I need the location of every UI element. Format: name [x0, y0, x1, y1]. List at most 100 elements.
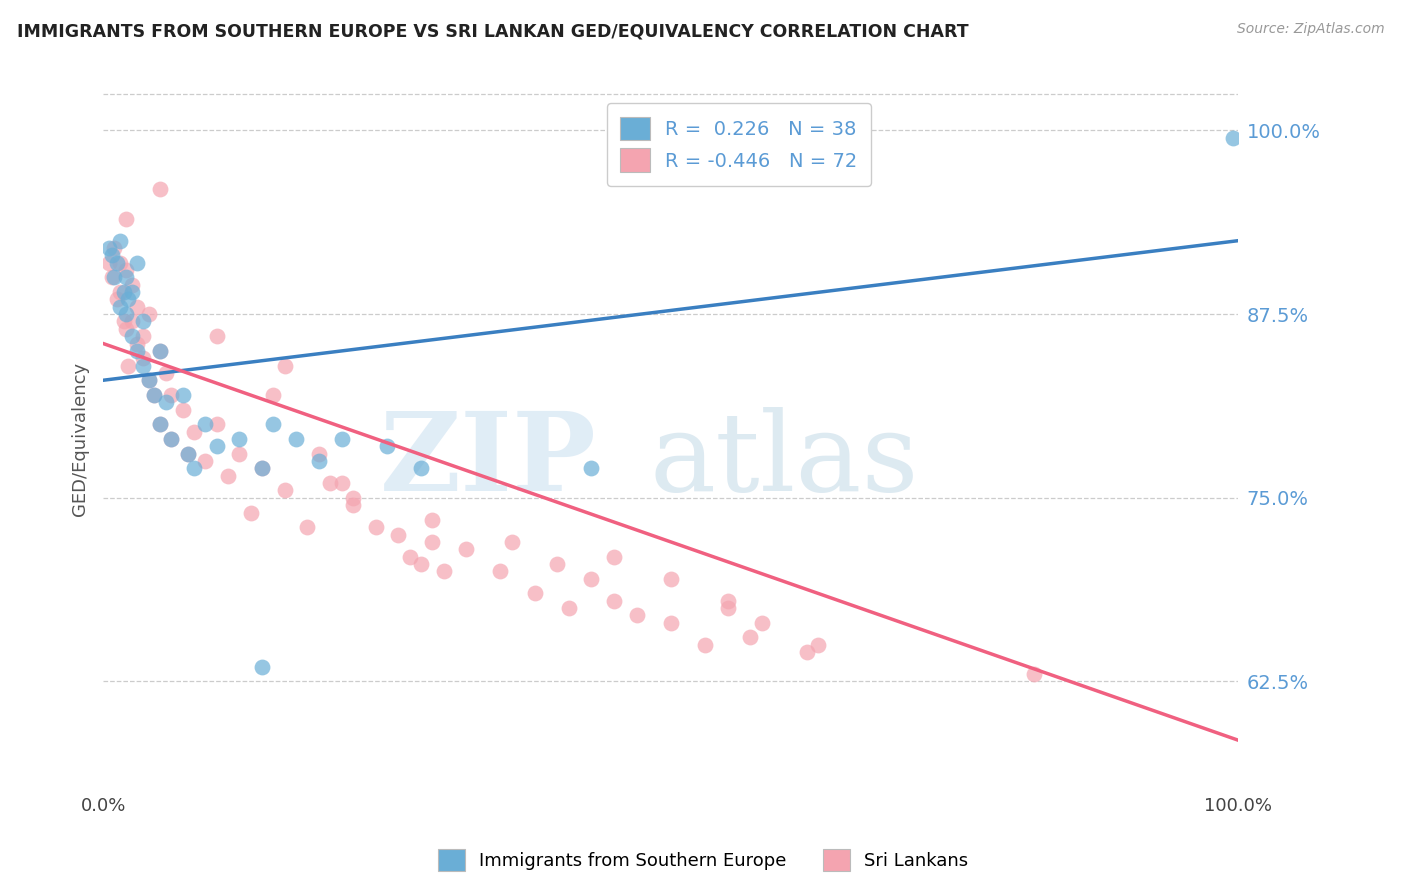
Point [581, 461, 603, 475]
Point [97, 241, 120, 255]
Point [108, 300, 131, 314]
Point [250, 461, 273, 475]
Point [121, 314, 143, 328]
Point [409, 557, 432, 571]
Point [250, 461, 273, 475]
Point [740, 631, 762, 645]
Point [172, 388, 194, 402]
Point [127, 343, 149, 358]
Point [105, 256, 128, 270]
Point [274, 483, 297, 498]
Point [114, 263, 136, 277]
Point [250, 660, 273, 674]
Point [138, 307, 160, 321]
Point [239, 506, 262, 520]
Point [297, 520, 319, 534]
Point [160, 388, 183, 402]
Point [716, 593, 738, 607]
Point [155, 395, 177, 409]
Point [117, 293, 139, 307]
Point [143, 388, 166, 402]
Point [97, 256, 120, 270]
Point [422, 513, 444, 527]
Point [285, 432, 308, 446]
Point [160, 432, 183, 446]
Point [422, 535, 444, 549]
Point [228, 432, 250, 446]
Point [319, 476, 342, 491]
Point [205, 417, 228, 432]
Point [194, 417, 217, 432]
Point [101, 248, 124, 262]
Point [205, 439, 228, 453]
Point [183, 425, 205, 439]
Point [603, 593, 626, 607]
Point [456, 542, 478, 557]
Point [105, 293, 128, 307]
Point [127, 336, 149, 351]
Point [138, 373, 160, 387]
Point [112, 314, 135, 328]
Point [143, 388, 166, 402]
Point [138, 373, 160, 387]
Point [364, 520, 387, 534]
Point [103, 270, 125, 285]
Point [603, 549, 626, 564]
Point [274, 359, 297, 373]
Point [114, 211, 136, 226]
Point [149, 417, 172, 432]
Point [523, 586, 546, 600]
Point [489, 564, 512, 578]
Point [101, 270, 124, 285]
Point [409, 461, 432, 475]
Point [205, 329, 228, 343]
Point [112, 285, 135, 299]
Point [375, 439, 398, 453]
Point [626, 608, 648, 623]
Y-axis label: GED/Equivalency: GED/Equivalency [72, 362, 89, 516]
Point [342, 491, 364, 505]
Point [160, 432, 183, 446]
Point [121, 277, 143, 292]
Point [659, 615, 682, 630]
Point [693, 638, 716, 652]
Point [262, 388, 284, 402]
Point [114, 270, 136, 285]
Point [149, 417, 172, 432]
Legend: Immigrants from Southern Europe, Sri Lankans: Immigrants from Southern Europe, Sri Lan… [430, 842, 976, 879]
Point [132, 329, 155, 343]
Point [114, 322, 136, 336]
Point [262, 417, 284, 432]
Point [308, 447, 330, 461]
Point [127, 256, 149, 270]
Point [132, 351, 155, 366]
Text: Source: ZipAtlas.com: Source: ZipAtlas.com [1237, 22, 1385, 37]
Point [557, 601, 579, 615]
Text: IMMIGRANTS FROM SOUTHERN EUROPE VS SRI LANKAN GED/EQUIVALENCY CORRELATION CHART: IMMIGRANTS FROM SOUTHERN EUROPE VS SRI L… [17, 22, 969, 40]
Point [398, 549, 420, 564]
Point [751, 615, 773, 630]
Point [108, 234, 131, 248]
Point [149, 343, 172, 358]
Point [581, 572, 603, 586]
Point [172, 402, 194, 417]
Point [659, 572, 682, 586]
Point [501, 535, 523, 549]
Point [194, 454, 217, 468]
Point [342, 498, 364, 512]
Point [433, 564, 456, 578]
Point [103, 241, 125, 255]
Point [1022, 667, 1045, 681]
Point [108, 285, 131, 299]
Point [387, 527, 409, 541]
Point [149, 343, 172, 358]
Point [807, 638, 830, 652]
Text: atlas: atlas [650, 407, 920, 514]
Point [177, 447, 200, 461]
Point [108, 256, 131, 270]
Point [1222, 130, 1244, 145]
Point [114, 307, 136, 321]
Point [228, 447, 250, 461]
Point [330, 476, 353, 491]
Point [796, 645, 818, 659]
